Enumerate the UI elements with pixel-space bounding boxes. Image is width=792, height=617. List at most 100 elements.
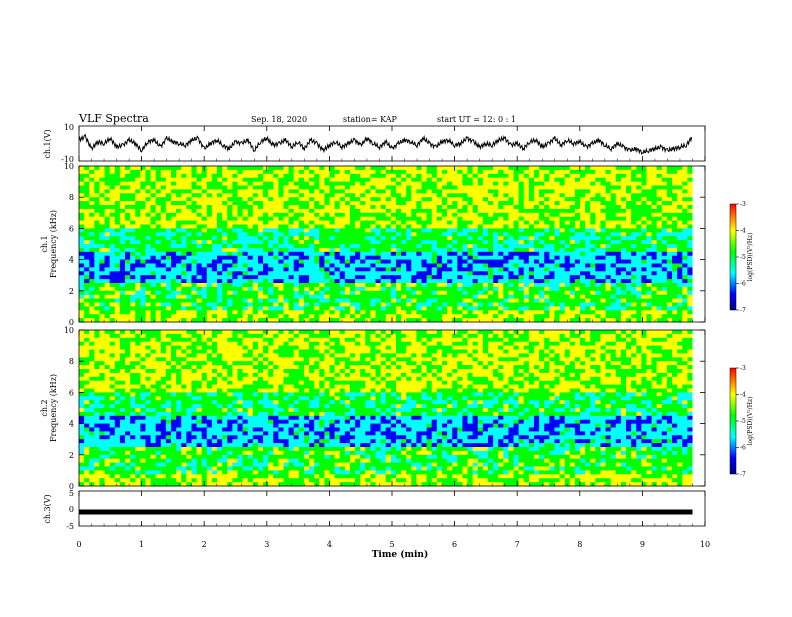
spectrogram-cell [243, 287, 249, 291]
spectrogram-cell [483, 264, 489, 268]
spectrogram-cell [115, 213, 121, 217]
spectrogram-cell [406, 252, 412, 256]
spectrogram-cell [105, 205, 111, 209]
spectrogram-cell [667, 267, 673, 271]
spectrogram-cell [156, 189, 162, 193]
spectrogram-cell [498, 186, 504, 190]
spectrogram-cell [340, 228, 346, 232]
spectrogram-cell [120, 314, 126, 318]
spectrogram-cell [600, 303, 606, 307]
spectrogram-cell [232, 252, 238, 256]
spectrogram-cell [335, 306, 341, 310]
spectrogram-cell [462, 170, 468, 174]
spectrogram-cell [529, 236, 535, 240]
spectrogram-cell [319, 295, 325, 299]
spectrogram-cell [176, 275, 182, 279]
spectrogram-cell [151, 306, 157, 310]
spectrogram-cell [493, 283, 499, 287]
spectrogram-cell [370, 205, 376, 209]
spectrogram-cell [406, 225, 412, 229]
spectrogram-cell [437, 267, 443, 271]
spectrogram-cell [657, 232, 663, 236]
spectrogram-cell [611, 291, 617, 295]
spectrogram-cell [125, 303, 131, 307]
spectrogram-cell [330, 170, 336, 174]
spectrogram-cell [89, 478, 95, 482]
spectrogram-cell [171, 299, 177, 303]
spectrogram-cell [600, 287, 606, 291]
spectrogram-cell [212, 299, 218, 303]
spectrogram-cell [115, 221, 121, 225]
spectrogram-cell [606, 170, 612, 174]
spectrogram-cell [181, 232, 187, 236]
spectrogram-cell [376, 225, 382, 229]
spectrogram-cell [621, 221, 627, 225]
spectrogram-cell [544, 221, 550, 225]
spectrogram-cell [335, 256, 341, 260]
spectrogram-cell [145, 287, 151, 291]
spectrogram-cell [330, 260, 336, 264]
spectrogram-cell [626, 267, 632, 271]
spectrogram-cell [151, 232, 157, 236]
spectrogram-cell [355, 178, 361, 182]
spectrogram-cell [462, 197, 468, 201]
spectrogram-cell [575, 295, 581, 299]
spectrogram-cell [299, 182, 305, 186]
spectrogram-cell [207, 287, 213, 291]
spectrogram-cell [468, 225, 474, 229]
spectrogram-cell [468, 217, 474, 221]
spectrogram-cell [422, 189, 428, 193]
spectrogram-cell [161, 166, 167, 170]
spectrogram-cell [483, 275, 489, 279]
spectrogram-cell [667, 182, 673, 186]
spectrogram-cell [462, 209, 468, 213]
spectrogram-cell [437, 303, 443, 307]
spectrogram-cell [672, 186, 678, 190]
spectrogram-cell [202, 267, 208, 271]
spectrogram-cell [391, 287, 397, 291]
spectrogram-cell [396, 295, 402, 299]
spectrogram-cell [171, 201, 177, 205]
spectrogram-cell [468, 256, 474, 260]
spectrogram-cell [442, 186, 448, 190]
spectrogram-cell [115, 283, 121, 287]
spectrogram-cell [171, 217, 177, 221]
spectrogram-cell [478, 287, 484, 291]
spectrogram-cell [253, 244, 259, 248]
spectrogram-cell [217, 260, 223, 264]
spectrogram-cell [212, 256, 218, 260]
spectrogram-cell [350, 260, 356, 264]
spectrogram-cell [519, 217, 525, 221]
spectrogram-cell [483, 193, 489, 197]
spectrogram-cell [560, 291, 566, 295]
spectrogram-cell [462, 166, 468, 170]
spectrogram-cell [401, 170, 407, 174]
spectrogram-cell [452, 283, 458, 287]
spectrogram-cell [437, 174, 443, 178]
spectrogram-cell [99, 264, 105, 268]
spectrogram-cell [473, 306, 479, 310]
spectrogram-cell [636, 209, 642, 213]
spectrogram-cell [416, 260, 422, 264]
spectrogram-cell [580, 236, 586, 240]
spectrogram-cell [304, 232, 310, 236]
spectrogram-cell [493, 170, 499, 174]
spectrogram-cell [462, 240, 468, 244]
spectrogram-cell [253, 197, 259, 201]
spectrogram-cell [447, 264, 453, 268]
spectrogram-cell [319, 197, 325, 201]
spectrogram-cell [330, 271, 336, 275]
spectrogram-cell [575, 240, 581, 244]
spectrogram-cell [207, 306, 213, 310]
spectrogram-cell [667, 295, 673, 299]
spectrogram-cell [427, 217, 433, 221]
spectrogram-cell [268, 252, 274, 256]
spectrogram-cell [330, 264, 336, 268]
spectrogram-cell [166, 310, 172, 314]
spectrogram-cell [457, 303, 463, 307]
spectrogram-cell [79, 189, 85, 193]
spectrogram-cell [94, 330, 100, 334]
spectrogram-cell [330, 225, 336, 229]
spectrogram-cell [427, 170, 433, 174]
spectrogram-cell [232, 264, 238, 268]
